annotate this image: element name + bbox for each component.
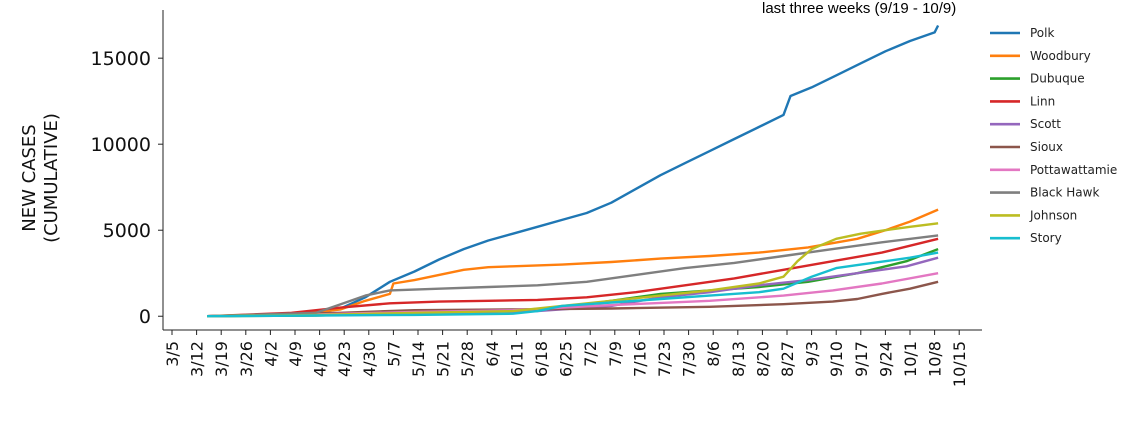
x-tick-label: 10/1	[901, 341, 920, 377]
x-tick-label: 7/2	[581, 341, 600, 367]
x-tick-label: 10/8	[926, 341, 945, 377]
x-tick-label: 7/23	[655, 341, 674, 377]
x-tick-label: 5/14	[409, 341, 428, 377]
series-line-story	[207, 251, 939, 318]
legend-label-sioux: Sioux	[1030, 140, 1063, 154]
x-tick-label: 5/7	[384, 341, 403, 367]
x-tick-label: 4/2	[261, 341, 280, 367]
x-tick-label: 7/9	[606, 341, 625, 367]
y-tick-label: 15000	[91, 48, 151, 70]
chart-title: last three weeks (9/19 - 10/9)	[762, 0, 956, 17]
x-tick-label: 4/23	[335, 341, 354, 377]
y-axis-label: NEW CASES (CUMULATIVE)	[19, 113, 62, 243]
x-tick-label: 7/30	[680, 341, 699, 377]
legend-label-black-hawk: Black Hawk	[1030, 186, 1099, 200]
x-tick-label: 3/5	[163, 341, 182, 367]
x-tick-label: 9/3	[803, 341, 822, 367]
legend-label-johnson: Johnson	[1029, 208, 1077, 222]
x-tick-label: 6/18	[532, 341, 551, 377]
x-tick-label: 4/30	[360, 341, 379, 377]
legend-label-story: Story	[1030, 231, 1062, 245]
series-lines	[207, 24, 940, 318]
legend-label-dubuque: Dubuque	[1030, 72, 1085, 86]
x-tick-label: 3/12	[188, 341, 207, 377]
x-tick-label: 5/28	[458, 341, 477, 377]
x-tick-label: 4/16	[311, 341, 330, 377]
legend-label-polk: Polk	[1030, 26, 1054, 40]
x-tick-label: 9/10	[827, 341, 846, 377]
x-tick-label: 8/13	[729, 341, 748, 377]
x-axis-ticks: 3/5 3/12 3/19 3/26 4/2 4/9 4/16 4/23 4/30 5/7 5/14…	[163, 330, 969, 387]
y-axis-label-line-1: NEW CASES	[19, 124, 40, 231]
x-tick-label: 3/26	[237, 341, 256, 377]
legend-label-scott: Scott	[1030, 117, 1061, 131]
axes	[162, 10, 982, 331]
x-tick-label: 5/21	[434, 341, 453, 377]
x-tick-label: 6/4	[483, 341, 502, 367]
x-tick-label: 8/20	[753, 341, 772, 377]
y-tick-label: 0	[139, 306, 151, 328]
series-line-woodbury	[207, 208, 939, 318]
legend-label-woodbury: Woodbury	[1030, 49, 1091, 63]
x-tick-label: 7/16	[630, 341, 649, 377]
y-axis-ticks: 0 5000 10000 15000	[91, 48, 163, 328]
x-tick-label: 10/15	[950, 341, 969, 387]
x-tick-label: 6/25	[557, 341, 576, 377]
x-tick-label: 3/19	[212, 341, 231, 377]
x-tick-label: 8/6	[704, 341, 723, 367]
series-line-johnson	[207, 222, 939, 318]
y-tick-label: 5000	[103, 220, 151, 242]
x-tick-label: 4/9	[286, 341, 305, 367]
y-tick-label: 10000	[91, 134, 151, 156]
series-line-polk	[207, 24, 940, 318]
legend-label-linn: Linn	[1030, 94, 1055, 108]
x-tick-label: 9/24	[876, 341, 895, 377]
legend-label-pottawattamie: Pottawattamie	[1030, 163, 1117, 177]
series-line-linn	[207, 237, 939, 318]
x-tick-label: 9/17	[852, 341, 871, 377]
legend: Polk Woodbury Dubuque Linn Scott Sioux Pottawa…	[990, 26, 1117, 245]
x-tick-label: 6/11	[507, 341, 526, 377]
x-tick-label: 8/27	[778, 341, 797, 377]
y-axis-label-line-2: (CUMULATIVE)	[41, 113, 62, 243]
series-line-sioux	[207, 280, 939, 318]
